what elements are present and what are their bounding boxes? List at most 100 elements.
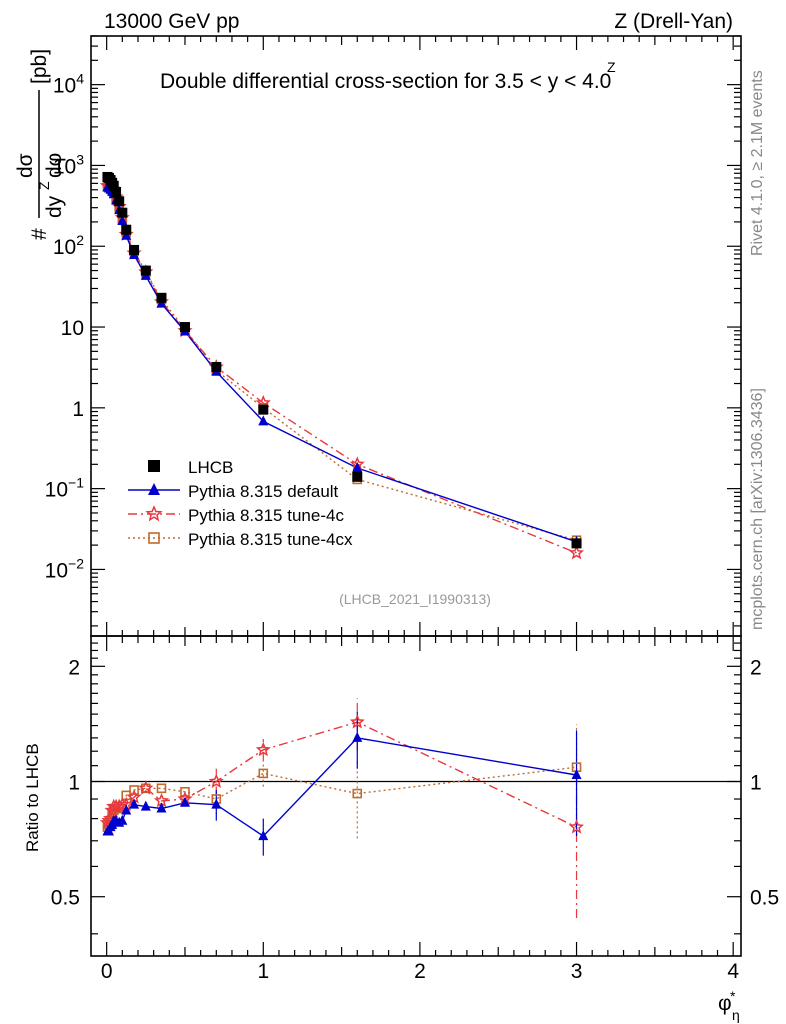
ratio-ylabel: Ratio to LHCB <box>23 743 42 852</box>
y-tick-base: 1 <box>72 398 84 421</box>
y-tick-base: 10 <box>61 317 84 340</box>
ylabel-unit: [pb] <box>28 49 51 84</box>
ylabel-numerator: dσ <box>14 153 37 178</box>
plot-title-tail: < 4.0 <box>558 70 611 93</box>
ratio-point-2 <box>255 741 271 757</box>
plot-title: Double differential cross-section for 3.… <box>160 59 616 93</box>
x-tick-label: 4 <box>727 960 739 983</box>
plot-title-main: Double differential cross-section for 3.… <box>160 70 559 93</box>
ratio-point-2 <box>568 819 585 834</box>
y-tick-label: 10 <box>61 317 84 340</box>
xlabel-star: * <box>730 988 736 1004</box>
rivet-label: Rivet 4.1.0, ≥ 2.1M events <box>749 70 766 256</box>
ratio-point-1 <box>140 800 151 811</box>
x-tick-label: 0 <box>101 960 113 983</box>
data-point-1 <box>117 215 128 226</box>
series-lines <box>106 185 578 918</box>
y-tick-exponent: 2 <box>76 232 84 248</box>
ratio-point-2 <box>208 773 224 788</box>
data-point-lhcb <box>179 322 190 333</box>
xlabel-eta: η <box>732 1007 740 1023</box>
data-point-1 <box>258 415 269 426</box>
data-point-2 <box>568 544 585 560</box>
data-point-lhcb <box>571 538 582 549</box>
ratio-panel-frame <box>90 635 742 957</box>
svg-text:#: # <box>28 228 51 240</box>
legend-label: Pythia 8.315 default <box>188 482 339 501</box>
legend-label: Pythia 8.315 tune-4cx <box>188 530 353 549</box>
ratio-point-2 <box>114 796 130 812</box>
legend: LHCB Pythia 8.315 default Pythia 8.315 tun… <box>128 458 353 549</box>
header-energy: 13000 GeV pp <box>104 10 239 33</box>
series-line-3 <box>107 186 577 541</box>
legend-label: Pythia 8.315 tune-4c <box>188 506 344 525</box>
series-markers <box>99 171 585 841</box>
ratio-tick-label-right: 0.5 <box>750 887 779 910</box>
ratio-point-3 <box>258 768 269 779</box>
ylabel-phi: dφ <box>43 153 66 178</box>
ratio-tick-label-right: 2 <box>750 656 762 679</box>
y-tick-base: 10 <box>53 75 76 98</box>
x-tick-label: 1 <box>257 960 269 983</box>
y-tick-exponent: −2 <box>68 555 84 571</box>
ratio-point-2 <box>138 780 154 795</box>
ylabel-denominator: dy <box>43 195 66 218</box>
ratio-point-3 <box>180 786 190 797</box>
x-tick-label: 2 <box>414 960 426 983</box>
legend-marker <box>148 483 160 495</box>
svg-text:Double differential cross-sect: Double differential cross-section for 3.… <box>160 70 611 93</box>
y-tick-label: 103 <box>53 151 84 178</box>
mcplots-label: mcplots.cern.ch [arXiv:1306.3436] <box>749 388 766 630</box>
series-line-1 <box>107 186 577 543</box>
y-tick-exponent: 4 <box>76 71 84 87</box>
legend-label: LHCB <box>188 458 233 477</box>
series-line-2 <box>107 185 577 554</box>
y-tick-exponent: −1 <box>68 475 84 491</box>
data-point-lhcb <box>258 404 269 415</box>
ylabel-denominator-sup: Z <box>36 181 52 190</box>
ratio-point-2 <box>349 714 365 729</box>
y-tick-label: 1 <box>72 398 84 421</box>
y-tick-label: 104 <box>53 71 84 98</box>
ratio-tick-label: 0.5 <box>51 887 80 910</box>
ratio-point-1 <box>179 796 190 807</box>
x-tick-label: 3 <box>571 960 583 983</box>
ratio-tick-label-right: 1 <box>750 772 762 795</box>
header-process: Z (Drell-Yan) <box>614 10 733 33</box>
ratio-point-1 <box>571 768 582 779</box>
ratio-point-1 <box>156 802 167 813</box>
plot-title-sup: Z <box>607 59 616 75</box>
ratio-point-1 <box>211 798 222 809</box>
data-point-1 <box>352 462 363 473</box>
ratio-point-1 <box>117 814 128 825</box>
ratio-point-3 <box>129 785 139 795</box>
data-point-lhcb <box>108 180 119 191</box>
data-point-lhcb <box>114 196 125 207</box>
ratio-tick-label: 1 <box>68 772 80 795</box>
y-tick-label: 10−1 <box>45 475 85 502</box>
y-tick-label: 102 <box>53 232 84 259</box>
data-point-lhcb <box>352 471 363 482</box>
y-tick-base: 10 <box>53 155 76 178</box>
y-tick-base: 10 <box>45 479 68 502</box>
ratio-point-1 <box>352 731 363 742</box>
x-axis-label: φ * η <box>718 988 740 1023</box>
y-tick-label: 10−2 <box>45 555 85 582</box>
ratio-point-3 <box>156 783 167 794</box>
legend-marker <box>145 505 163 522</box>
ratio-point-3 <box>352 788 363 799</box>
legend-marker <box>148 532 160 544</box>
xlabel-phi: φ <box>718 992 732 1015</box>
data-point-lhcb <box>140 265 151 276</box>
ylabel-hash: # <box>28 228 51 240</box>
ratio-point-1 <box>129 798 140 809</box>
y-tick-base: 10 <box>53 236 76 259</box>
data-point-lhcb <box>121 224 132 235</box>
legend-marker <box>148 460 160 472</box>
y-tick-exponent: 3 <box>76 151 84 167</box>
data-point-lhcb <box>111 186 122 197</box>
analysis-id: (LHCB_2021_I1990313) <box>339 591 491 607</box>
ratio-point-1 <box>121 804 132 815</box>
